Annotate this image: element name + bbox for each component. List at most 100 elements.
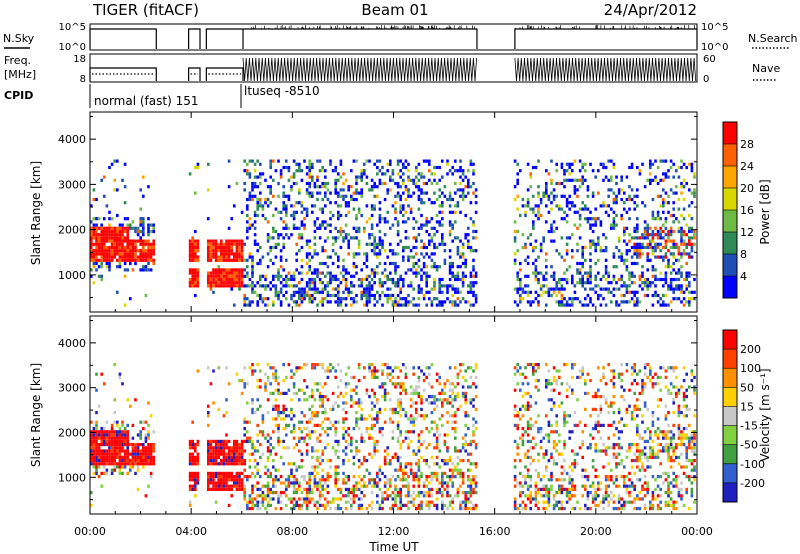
heatmap-cell [225,439,228,443]
heatmap-cell [630,274,634,278]
heatmap-cell [563,258,566,262]
heatmap-cell [360,478,363,482]
heatmap-cell [303,478,306,482]
heatmap-cell [594,274,597,278]
heatmap-cell [285,258,288,262]
heatmap-cell [404,297,408,301]
heatmap-cell [342,494,345,498]
heatmap-cell [643,236,647,240]
heatmap-cell [407,268,410,272]
heatmap-cell [563,297,566,301]
heatmap-cell [188,258,192,262]
heatmap-cell [113,159,116,163]
heatmap-cell [550,181,553,186]
heatmap-cell [370,213,374,218]
heatmap-cell [256,379,259,383]
heatmap-cell [469,271,473,275]
heatmap-cell [292,423,296,427]
heatmap-cell [370,500,374,504]
heatmap-cell [287,414,291,418]
heatmap-cell [573,159,577,163]
heatmap-cell [651,252,655,256]
heatmap-cell [105,439,109,443]
heatmap-cell [285,487,288,491]
heatmap-cell [389,507,392,511]
heatmap-cell [402,191,405,195]
heatmap-cell [300,290,304,294]
heatmap-cell [420,252,423,256]
heatmap-cell [443,398,447,402]
heatmap-cell [220,242,223,246]
heatmap-cell [636,204,639,208]
heatmap-cell [620,197,623,202]
heatmap-cell [415,245,418,250]
heatmap-cell [277,500,280,504]
heatmap-cell [298,249,301,253]
heatmap-cell [365,265,369,269]
heatmap-cell [589,277,592,282]
heatmap-cell [373,268,376,272]
heatmap-cell [360,507,363,511]
heatmap-cell [334,274,337,278]
heatmap-cell [121,252,124,256]
heatmap-cell [646,233,649,237]
heatmap-cell [612,255,616,259]
heatmap-cell [378,207,382,211]
heatmap-cell [251,185,254,189]
heatmap-cell [277,439,280,443]
heatmap-cell [461,385,465,389]
heatmap-cell [264,484,267,488]
heatmap-cell [313,382,317,386]
heatmap-cell [331,274,335,278]
nave-tick-bottom: 0 [703,74,709,85]
heatmap-cell [347,204,350,208]
heatmap-cell [194,487,197,491]
heatmap-cell [248,223,252,227]
heatmap-cell [212,277,215,282]
heatmap-cell [461,271,465,275]
heatmap-cell [386,300,389,304]
heatmap-cell [243,274,246,278]
heatmap-cell [118,436,122,440]
heatmap-cell [95,459,98,463]
heatmap-cell [97,462,101,466]
heatmap-cell [113,452,116,456]
heatmap-cell [526,471,530,475]
heatmap-cell [311,194,314,198]
heatmap-cell [519,366,522,370]
heatmap-cell [246,274,249,278]
heatmap-cell [295,369,298,373]
heatmap-cell [316,268,319,272]
heatmap-cell [412,297,415,301]
heatmap-cell [513,229,517,234]
heatmap-cell [282,446,285,450]
heatmap-cell [295,226,298,230]
heatmap-cell [230,242,233,246]
heatmap-cell [233,443,236,447]
heatmap-cell [321,411,324,415]
heatmap-cell [324,446,327,450]
heatmap-cell [402,484,405,488]
heatmap-cell [399,277,402,282]
heatmap-cell [467,300,470,304]
nave-tick-top: 60 [703,54,716,65]
heatmap-cell [126,255,129,259]
heatmap-cell [568,178,571,182]
heatmap-cell [95,423,98,427]
heatmap-cell [92,452,96,456]
heatmap-cell [352,500,356,504]
heatmap-cell [285,223,288,227]
heatmap-cell [399,159,402,163]
heatmap-cell [576,194,579,198]
heatmap-cell [147,245,150,250]
heatmap-cell [672,287,675,291]
heatmap-cell [402,388,405,392]
heatmap-cell [396,159,400,163]
heatmap-cell [565,169,569,173]
heatmap-cell [274,284,278,288]
heatmap-cell [360,491,363,495]
heatmap-cell [604,245,608,250]
heatmap-cell [303,500,306,504]
heatmap-cell [513,404,517,408]
heatmap-cell [459,471,462,475]
